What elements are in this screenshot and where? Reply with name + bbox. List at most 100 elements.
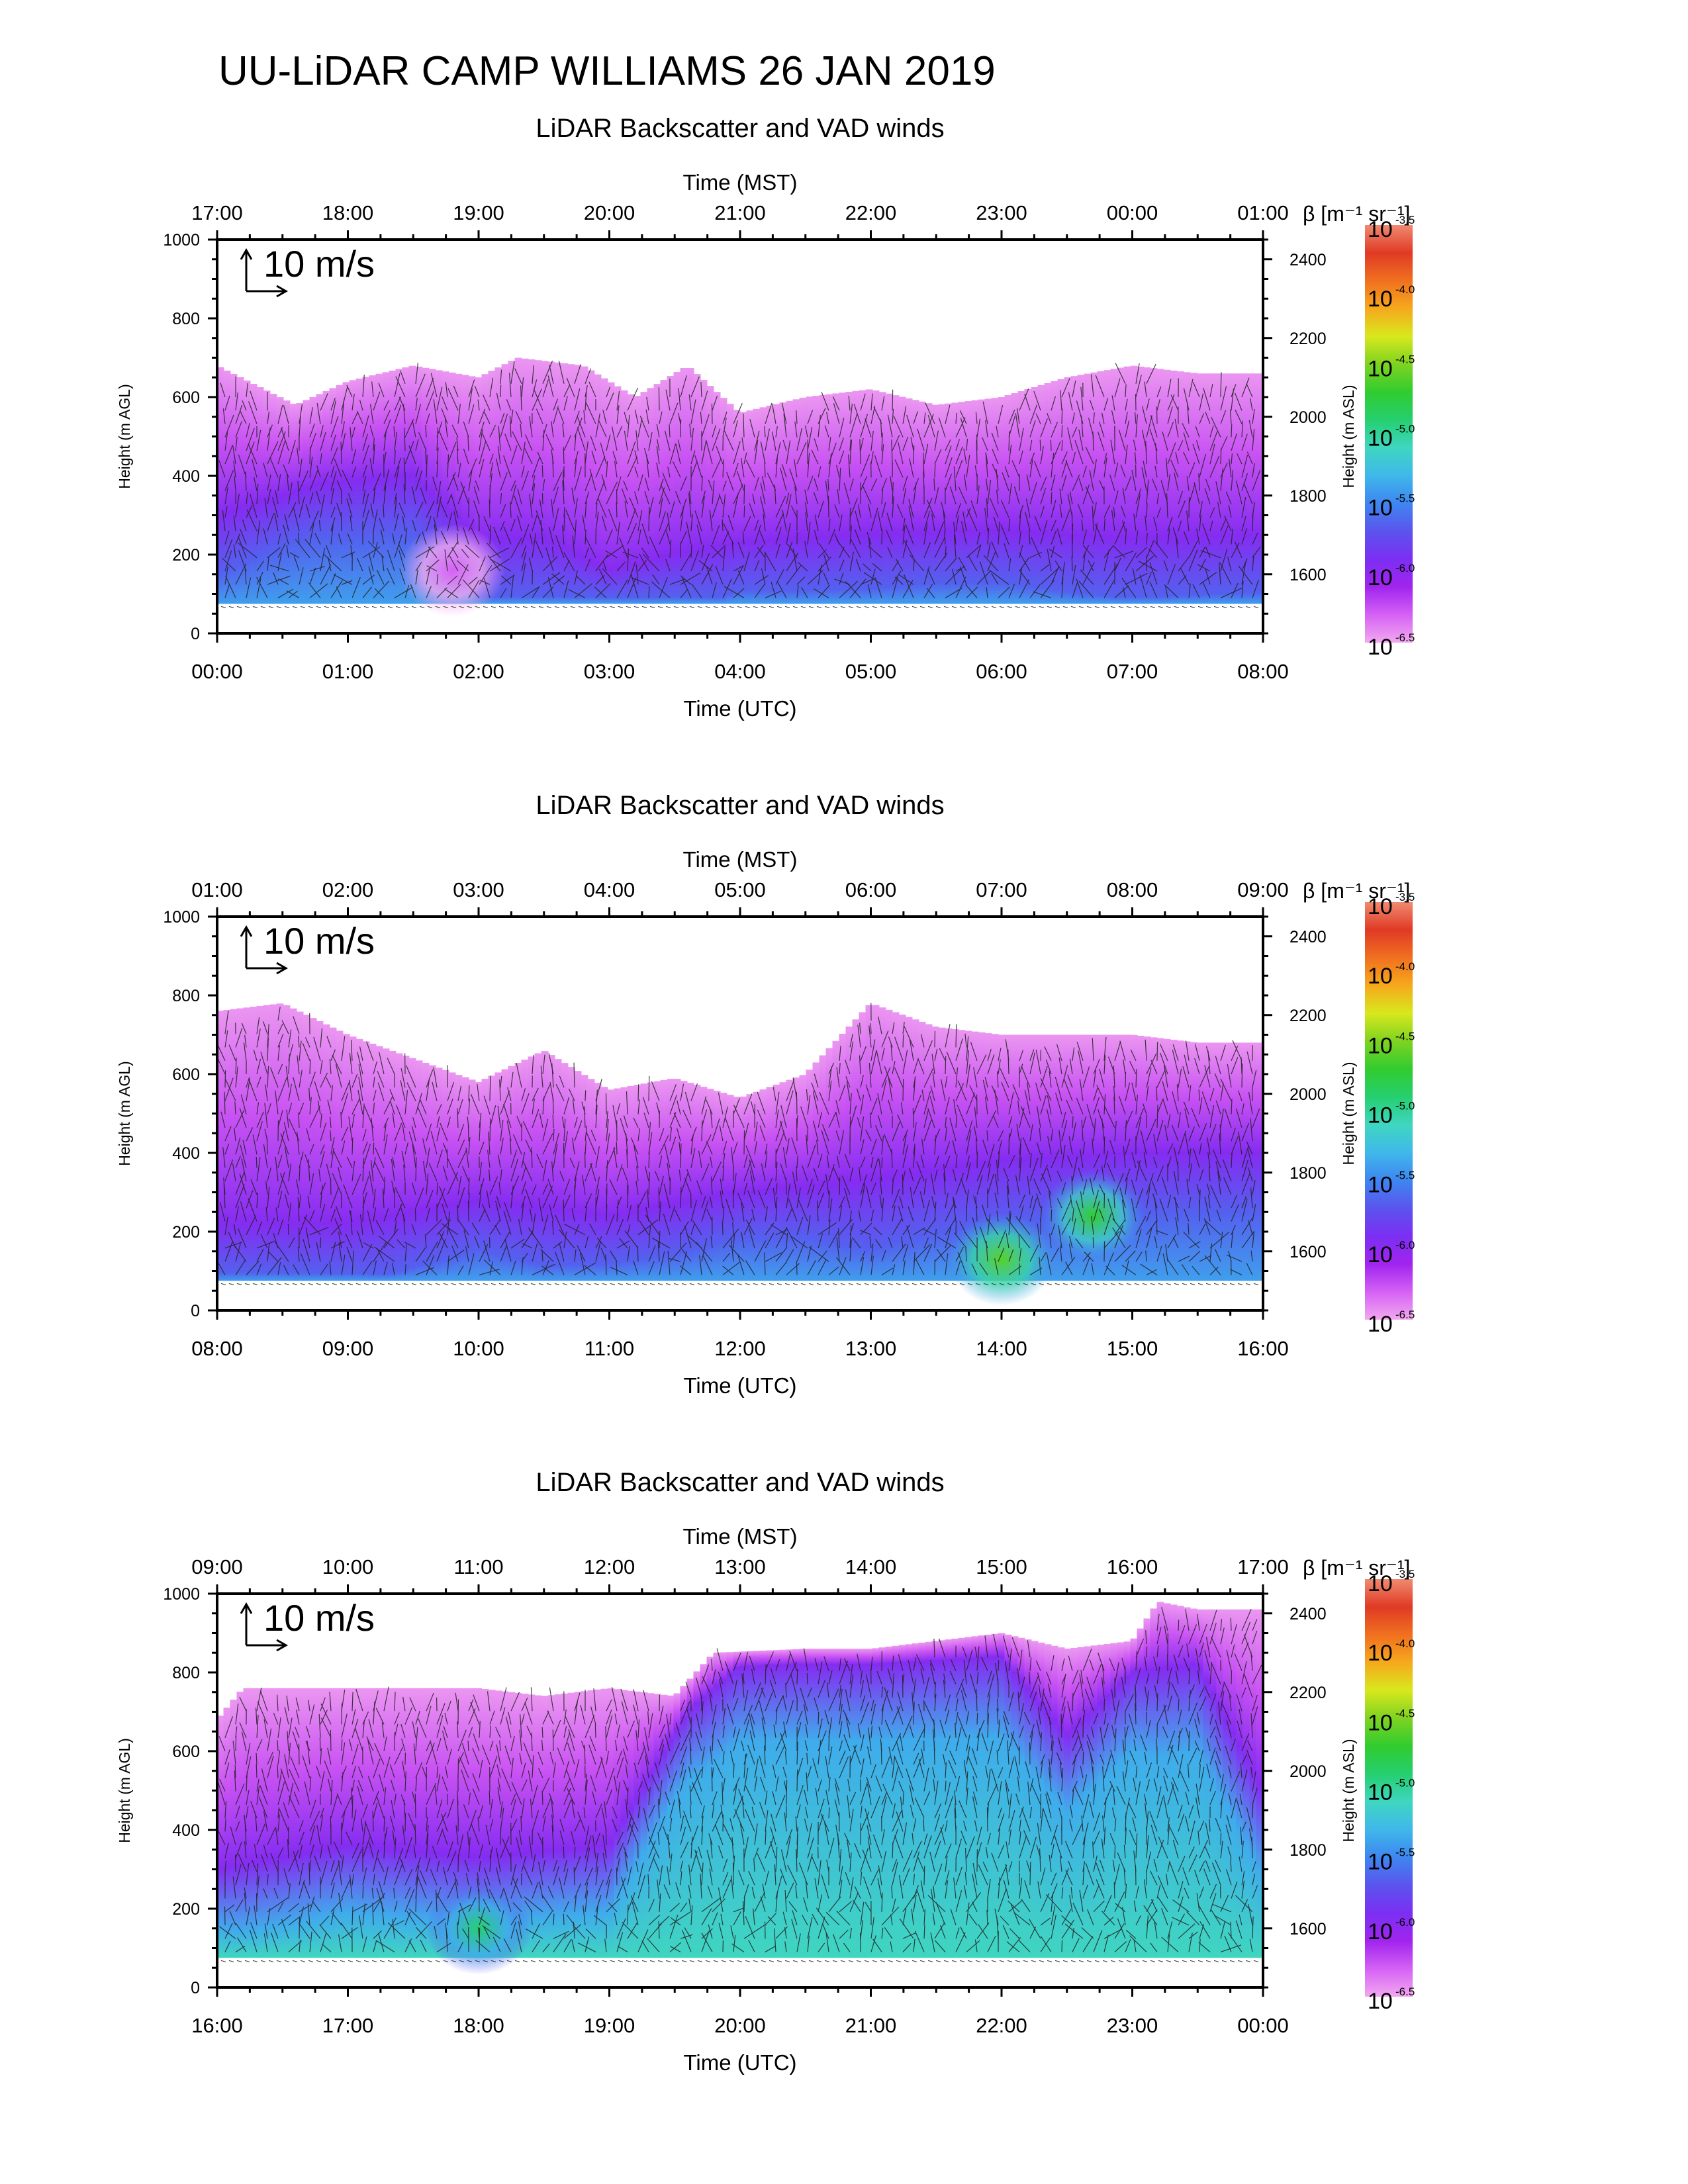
wind-vector — [293, 1792, 300, 1805]
wind-vector — [913, 1227, 925, 1236]
wind-vector — [340, 1923, 353, 1939]
wind-vector — [1029, 1153, 1032, 1168]
wind-vector — [371, 1888, 374, 1899]
wind-vector — [966, 1120, 973, 1142]
wind-vector — [909, 458, 914, 478]
wind-vector — [1072, 565, 1076, 585]
wind-vector — [391, 1800, 395, 1819]
wind-vector — [892, 496, 894, 518]
wind-vector — [457, 1752, 464, 1765]
wind-vector — [233, 515, 236, 531]
wind-vector — [1188, 540, 1199, 559]
wind-vector — [1059, 488, 1062, 504]
backscatter-column — [1190, 1608, 1197, 1958]
wind-vector — [270, 1067, 279, 1088]
wind-vector — [659, 1694, 661, 1711]
backscatter-column — [978, 1032, 986, 1281]
surface-vector — [570, 1283, 576, 1285]
wind-vector — [796, 410, 798, 424]
wind-vector — [542, 1260, 549, 1275]
wind-vector — [412, 421, 416, 437]
wind-vector — [865, 418, 872, 437]
wind-vector — [267, 557, 269, 572]
wind-vector — [786, 1263, 800, 1275]
wind-vector — [932, 1072, 935, 1088]
wind-vector — [267, 1103, 271, 1115]
wind-vector — [352, 1766, 357, 1778]
wind-vector — [522, 1160, 533, 1182]
wind-vector — [921, 1138, 925, 1155]
surface-vector — [1086, 1283, 1092, 1285]
backscatter-column — [561, 363, 569, 604]
wind-vector — [542, 1183, 548, 1195]
backscatter-column — [706, 1089, 714, 1281]
wind-vector — [870, 1255, 874, 1275]
wind-vector — [256, 1017, 260, 1034]
x-tick-label: 13:00 — [845, 1337, 897, 1360]
wind-vector — [487, 555, 501, 572]
wind-vector — [532, 483, 536, 504]
wind-vector — [1019, 1064, 1023, 1075]
wind-vector — [349, 1739, 353, 1752]
wind-vector — [1020, 1105, 1031, 1128]
wind-vector — [248, 1079, 258, 1101]
surface-vector — [896, 1283, 902, 1285]
wind-vector — [386, 567, 395, 585]
wind-vector — [823, 554, 829, 572]
wind-vector — [228, 1232, 236, 1249]
wind-vector — [595, 1880, 604, 1899]
wind-vector — [352, 411, 359, 424]
wind-vector — [362, 489, 366, 504]
wind-vector — [1178, 500, 1186, 518]
wind-vector — [535, 540, 543, 558]
backscatter-column — [276, 397, 284, 604]
backscatter-column — [547, 1055, 555, 1281]
wind-vector — [741, 1232, 745, 1249]
wind-vector — [326, 1163, 332, 1181]
wind-vector — [521, 1856, 527, 1872]
wind-vector — [656, 445, 660, 465]
wind-vector — [1049, 1233, 1052, 1249]
wind-vector — [630, 1137, 639, 1155]
wind-vector — [468, 1699, 474, 1711]
wind-vector — [411, 486, 416, 504]
backscatter-column — [587, 370, 595, 604]
surface-vector — [832, 606, 838, 608]
wind-vector — [616, 1782, 621, 1805]
wind-vector — [277, 1740, 279, 1752]
wind-vector — [679, 1265, 692, 1275]
wind-vector — [811, 449, 819, 465]
wind-vector — [288, 1202, 292, 1222]
wind-vector — [623, 1736, 628, 1752]
wind-vector — [860, 1251, 866, 1262]
wind-vector — [1188, 496, 1190, 518]
wind-vector — [267, 1218, 275, 1235]
surface-vector — [355, 1283, 361, 1285]
wind-vector — [267, 488, 271, 504]
wind-vector — [1125, 384, 1127, 398]
wind-vector — [1091, 1263, 1094, 1275]
surface-vector — [856, 1283, 862, 1285]
wind-vector — [1008, 1155, 1015, 1168]
wind-vector — [465, 1246, 469, 1262]
wind-vector — [263, 1888, 268, 1899]
backscatter-column — [269, 1688, 277, 1958]
vector-key-label: 10 m/s — [263, 243, 375, 285]
surface-vector — [1150, 606, 1156, 608]
wind-vector — [996, 426, 999, 437]
wind-vector — [263, 1144, 268, 1168]
wind-vector — [585, 1936, 590, 1952]
wind-vector — [955, 1246, 964, 1262]
wind-vector — [309, 1799, 316, 1819]
wind-vector — [1205, 1046, 1211, 1061]
wind-vector — [392, 1919, 395, 1939]
surface-vector — [522, 606, 528, 608]
wind-vector — [1061, 378, 1070, 398]
wind-vector — [786, 1138, 790, 1155]
wind-vector — [542, 1860, 545, 1872]
wind-vector — [976, 544, 982, 558]
wind-vector — [1119, 1187, 1126, 1208]
backscatter-column — [733, 1097, 741, 1281]
wind-vector — [627, 548, 630, 572]
wind-vector — [743, 551, 750, 572]
